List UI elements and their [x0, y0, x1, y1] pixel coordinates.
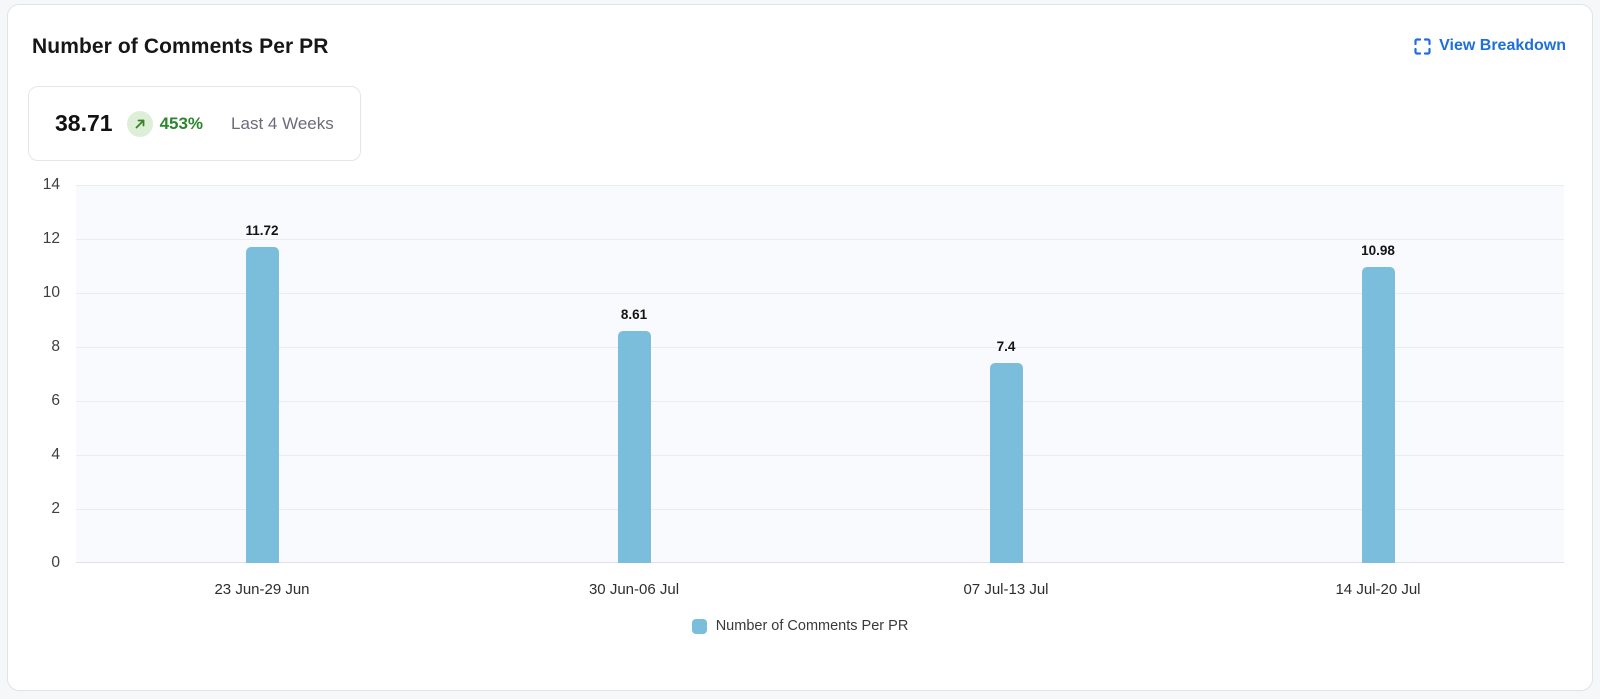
- y-axis-tick-6: 6: [51, 392, 60, 409]
- bar-23 Jun-29 Jun[interactable]: [245, 247, 279, 563]
- chart-legend: Number of Comments Per PR: [8, 618, 1592, 634]
- gridline-y-8: [76, 347, 1564, 348]
- bar-value-label-14 Jul-20 Jul: 10.98: [1361, 243, 1395, 258]
- bar-value-label-30 Jun-06 Jul: 8.61: [620, 307, 648, 322]
- y-axis-tick-4: 4: [51, 446, 60, 463]
- y-axis-tick-8: 8: [51, 338, 60, 355]
- trend-percent: 453%: [159, 113, 204, 133]
- legend-swatch: [691, 618, 707, 634]
- view-breakdown-label: View Breakdown: [1439, 37, 1566, 54]
- bar-chart-plot-area: [76, 185, 1564, 563]
- x-axis-label-30 Jun-06 Jul: 30 Jun-06 Jul: [588, 581, 680, 598]
- gridline-y-4: [76, 455, 1564, 456]
- view-breakdown-link[interactable]: View Breakdown: [1414, 37, 1566, 55]
- bar-value-label-23 Jun-29 Jun: 11.72: [245, 223, 279, 238]
- bar-value-label-07 Jul-13 Jul: 7.4: [996, 339, 1016, 354]
- y-axis-tick-10: 10: [42, 284, 60, 301]
- y-axis-tick-14: 14: [42, 176, 60, 193]
- summary-card: 38.71 453% Last 4 Weeks: [28, 86, 361, 161]
- gridline-y-6: [76, 401, 1564, 402]
- x-axis-label-14 Jul-20 Jul: 14 Jul-20 Jul: [1335, 581, 1421, 598]
- gridline-y-14: [76, 185, 1564, 186]
- gridline-y-2: [76, 509, 1564, 510]
- y-axis-tick-12: 12: [42, 230, 60, 247]
- y-axis-tick-0: 0: [51, 554, 60, 571]
- gridline-y-12: [76, 239, 1564, 240]
- y-axis-tick-2: 2: [51, 500, 60, 517]
- period-label: Last 4 Weeks: [231, 113, 334, 133]
- trend-up-arrow-icon: [126, 110, 153, 137]
- expand-icon: [1414, 37, 1431, 55]
- legend-label: Number of Comments Per PR: [715, 618, 909, 634]
- x-axis-label-07 Jul-13 Jul: 07 Jul-13 Jul: [963, 581, 1049, 598]
- card-header: Number of Comments Per PR View Breakdown: [32, 35, 1566, 59]
- trend: 453%: [126, 110, 204, 137]
- bar-07 Jul-13 Jul[interactable]: [989, 363, 1023, 563]
- bar-30 Jun-06 Jul[interactable]: [617, 331, 651, 563]
- legend-item-comments-per-pr[interactable]: Number of Comments Per PR: [691, 618, 909, 634]
- gridline-y-10: [76, 293, 1564, 294]
- summary-value: 38.71: [55, 110, 113, 136]
- x-axis-label-23 Jun-29 Jun: 23 Jun-29 Jun: [214, 581, 310, 598]
- bar-14 Jul-20 Jul[interactable]: [1361, 267, 1395, 563]
- gridline-y-0: [76, 562, 1564, 563]
- comments-per-pr-card: Number of Comments Per PR View Breakdown…: [7, 4, 1593, 691]
- chart-title: Number of Comments Per PR: [32, 35, 329, 58]
